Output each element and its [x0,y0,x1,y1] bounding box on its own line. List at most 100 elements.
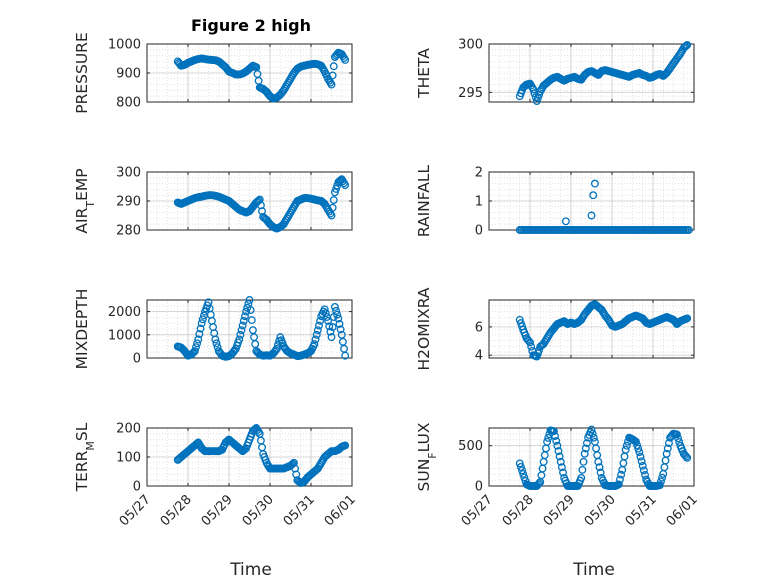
data-point [561,217,570,226]
panel-pressure: 800 900 1000 PRESSURE [73,32,353,114]
data-point [639,466,648,475]
data-point [589,191,598,200]
panel-sun_flux: 0 500 SUNFLUX 05/27 05/28 05/29 05/30 05/31 06/0… [415,422,701,529]
data-point [526,338,534,347]
data-point [663,444,672,453]
data-point [556,457,565,466]
data-point [197,319,206,328]
x-tick-label: 05/27 [117,492,154,529]
data-point [330,188,339,197]
figure-title: Figure 2 high [191,16,311,35]
series-markers [173,424,350,488]
data-point [631,437,640,446]
data-point [321,309,330,318]
data-point [324,316,333,325]
y-tick-label: 800 [116,96,141,111]
x-tick-label: 05/31 [623,492,660,529]
data-point [621,445,630,454]
data-point [250,425,259,434]
series-markers [515,425,692,490]
data-point [336,325,345,334]
x-tick-label: 06/01 [322,492,359,529]
y-tick-label: 1000 [108,38,141,53]
series-markers [173,48,350,103]
data-point [272,344,281,353]
data-point [637,457,646,466]
axes-box [488,299,695,359]
axes-box [146,299,353,359]
x-tick-label: 06/01 [664,492,701,529]
data-point [192,343,200,352]
data-point [518,466,526,475]
data-point [238,321,247,330]
data-point [684,226,693,234]
y-tick-label: 295 [458,86,483,101]
x-tick-label: 05/29 [199,492,236,529]
panel-theta: 295 300 THETA [415,38,695,105]
data-point [235,335,244,344]
data-point [194,335,203,344]
y-axis-label: AIRTEMP [73,168,97,233]
y-axis-label: H2OMIXRA [415,287,433,370]
data-point [230,346,239,355]
y-tick-label: 0 [475,480,483,495]
data-point [245,296,254,304]
data-point [190,347,199,355]
data-point [657,477,665,486]
y-tick-label: 1 [475,195,483,210]
y-tick-label: 300 [458,38,483,53]
data-point [589,433,598,442]
data-point [587,211,596,220]
y-tick-label: 4 [475,349,483,364]
data-point [327,211,336,220]
data-point [520,473,529,482]
x-tick-label: 05/28 [158,492,195,529]
data-point [519,469,528,478]
data-point [193,339,202,348]
data-point [333,310,342,319]
x-axis-label-right: Time [572,560,615,580]
data-point [516,462,525,471]
x-axis-label-left: Time [229,560,272,580]
data-point [246,306,255,315]
data-point [683,314,692,323]
y-axis-label: MIXDEPTH [73,289,91,370]
data-point [617,470,626,479]
y-axis-label: RAINFALL [415,164,433,237]
data-point [332,306,341,315]
data-point [544,433,553,442]
data-point [577,473,586,482]
axes-box [488,43,695,103]
y-tick-label: 500 [458,439,483,454]
data-point [237,446,246,455]
data-point [582,439,591,447]
series-markers [173,175,350,233]
data-point [683,453,692,462]
panel-mixdepth: 0 1000 2000 MIXDEPTH [73,289,353,370]
data-point [655,481,664,490]
data-point [288,459,297,468]
y-tick-label: 0 [475,224,483,239]
data-point [587,425,596,434]
data-point [580,449,589,458]
panel-terr_msl: 0 100 200 TERRMSL 05/27 05/28 05/29 05/30 05/31 0… [73,422,359,530]
data-point [578,465,587,474]
data-point [553,441,562,450]
y-tick-label: 900 [116,67,141,82]
data-point [316,316,325,325]
y-tick-label: 290 [116,195,141,210]
data-point [658,473,667,482]
series-markers [173,296,350,361]
data-point [237,326,246,335]
data-point [236,330,245,339]
data-point [330,303,339,311]
data-point [515,459,524,468]
data-point [622,441,631,450]
data-point [529,85,538,94]
data-point [222,437,231,446]
data-point [325,322,334,331]
x-tick-label: 05/27 [459,492,496,529]
panel-rainfall: 0 1 2 RAINFALL [415,164,695,239]
data-point [192,440,200,449]
series-markers [515,300,692,361]
